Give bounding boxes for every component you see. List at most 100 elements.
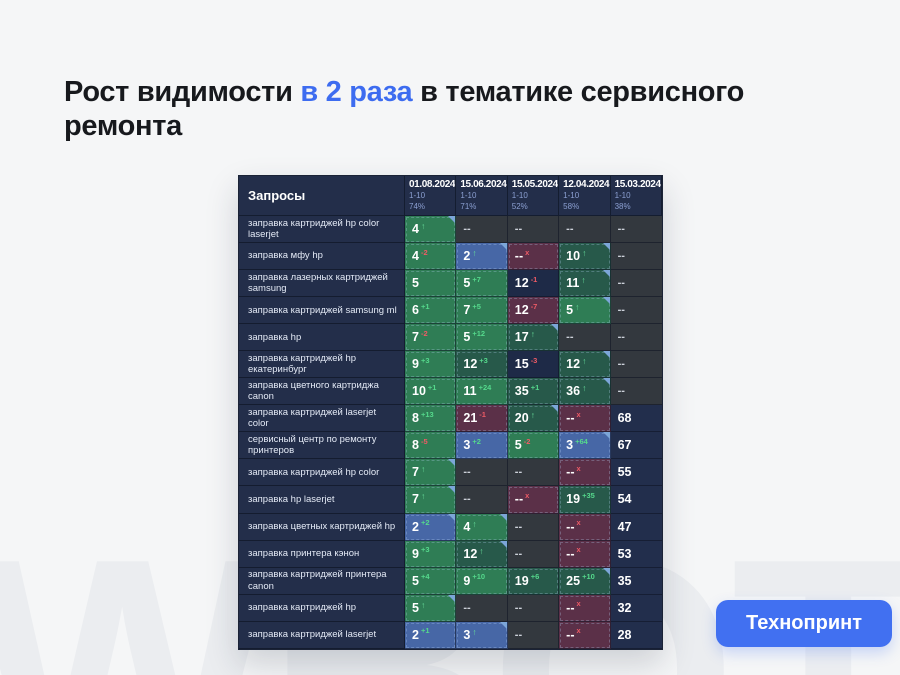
change-value: +3 (479, 355, 488, 365)
column-date: 15.06.2024 (460, 179, 507, 190)
change-up-icon: ↑ (420, 491, 426, 502)
position-cell: -- (507, 513, 560, 541)
dropped-out-icon: x (576, 463, 581, 473)
position-value: -- (566, 627, 575, 642)
position-value: 47 (617, 519, 632, 534)
position-cell: 35 (610, 567, 662, 595)
position-cell: -- (559, 324, 611, 352)
position-value: 54 (617, 492, 632, 507)
position-cell: 5 -2 (507, 432, 560, 460)
column-range: 1-10 (460, 191, 477, 200)
corner-flag-icon (499, 243, 507, 251)
dropped-out-icon: x (576, 626, 581, 636)
position-cell: 25 +10 (559, 567, 611, 595)
query-cell: заправка картриджей samsung ml (239, 297, 405, 325)
position-value: 8 (412, 411, 419, 426)
position-value: 10 (566, 249, 581, 264)
column-percent: 52% (511, 202, 528, 211)
column-header-date: 15.06.2024 1-10 71% (456, 176, 508, 216)
position-cell: -- (456, 459, 508, 487)
dropped-out-icon: x (576, 599, 581, 609)
change-value: +7 (472, 274, 481, 284)
position-value: 12 (514, 303, 529, 318)
position-cell: 21 -1 (456, 405, 508, 433)
position-value: 5 (412, 573, 419, 588)
query-cell: заправка принтера кэнон (239, 540, 405, 568)
column-percent: 38% (614, 202, 631, 211)
query-cell: заправка hp laserjet (239, 486, 405, 514)
position-cell: 9 +3 (405, 351, 457, 379)
column-date: 12.04.2024 (563, 179, 610, 190)
page-title: Рост видимости в 2 раза в тематике серви… (64, 76, 844, 144)
change-value: +2 (420, 518, 430, 528)
position-value: 3 (463, 438, 471, 453)
position-cell: -- (610, 297, 662, 325)
position-cell: -- (559, 216, 611, 244)
corner-flag-icon (499, 540, 507, 548)
column-percent: 58% (563, 202, 580, 211)
change-value: +64 (575, 436, 588, 446)
position-value: -- (617, 250, 625, 263)
position-value: 5 (412, 276, 419, 291)
position-cell: 3 +64 (559, 432, 611, 460)
position-value: 15 (514, 357, 529, 372)
position-cell: -- x (559, 594, 611, 622)
query-cell: заправка картриджей hp color laserjet (239, 216, 405, 244)
position-value: 35 (617, 573, 632, 588)
position-value: 2 (412, 627, 419, 642)
position-value: -- (514, 628, 523, 641)
column-range: 1-10 (409, 191, 426, 200)
position-value: -- (617, 358, 625, 371)
position-cell: 12 -1 (507, 270, 560, 298)
position-value: -- (566, 223, 574, 236)
dropped-out-icon: x (576, 409, 581, 419)
dropped-out-icon: x (576, 518, 581, 528)
corner-flag-icon (499, 513, 507, 521)
position-value: -- (463, 466, 471, 479)
position-cell: 19 +6 (507, 567, 560, 595)
position-value: 12 (514, 276, 529, 291)
position-value: 35 (514, 384, 529, 399)
position-value: -- (566, 331, 574, 344)
position-value: 10 (412, 384, 426, 399)
dropped-out-icon: x (525, 247, 530, 257)
position-cell: -- (610, 351, 662, 379)
query-cell: сервисный центр по ремонту принтеров (239, 432, 405, 460)
dropped-out-icon: x (525, 490, 530, 500)
position-value: 7 (412, 330, 419, 345)
position-cell: -- (610, 216, 662, 244)
position-value: -- (617, 277, 625, 290)
change-value: +4 (420, 572, 430, 582)
position-cell: -- x (507, 486, 560, 514)
position-value: -- (566, 465, 575, 480)
corner-flag-icon (602, 297, 610, 305)
position-value: 55 (617, 465, 632, 480)
position-value: 9 (412, 357, 419, 372)
column-header-date: 15.03.2024 1-10 38% (610, 176, 662, 216)
position-cell: -- (507, 621, 560, 649)
position-value: 19 (514, 573, 529, 588)
change-value: -2 (420, 247, 428, 257)
corner-flag-icon (448, 216, 456, 223)
position-cell: 7 +5 (456, 297, 508, 325)
position-value: 67 (617, 438, 632, 453)
position-value: 17 (514, 330, 529, 345)
position-cell: 55 (610, 459, 662, 487)
position-cell: 12 ↑ (559, 351, 611, 379)
position-value: -- (514, 601, 523, 614)
position-value: 53 (617, 546, 632, 561)
query-cell: заправка цветного картриджа canon (239, 378, 405, 406)
position-cell: 28 (610, 621, 662, 649)
position-value: -- (617, 331, 625, 344)
corner-flag-icon (448, 594, 456, 602)
position-cell: 8 +13 (405, 405, 457, 433)
brand-button[interactable]: Технопринт (716, 600, 892, 647)
corner-flag-icon (448, 486, 456, 494)
position-cell: 5 ↑ (405, 594, 457, 622)
change-value: -2 (420, 328, 428, 338)
position-cell: 4 ↑ (405, 216, 457, 244)
change-up-icon: ↑ (530, 410, 535, 421)
corner-flag-icon (602, 243, 610, 251)
position-cell: 5 +12 (456, 324, 508, 352)
position-cell: 68 (610, 405, 662, 433)
